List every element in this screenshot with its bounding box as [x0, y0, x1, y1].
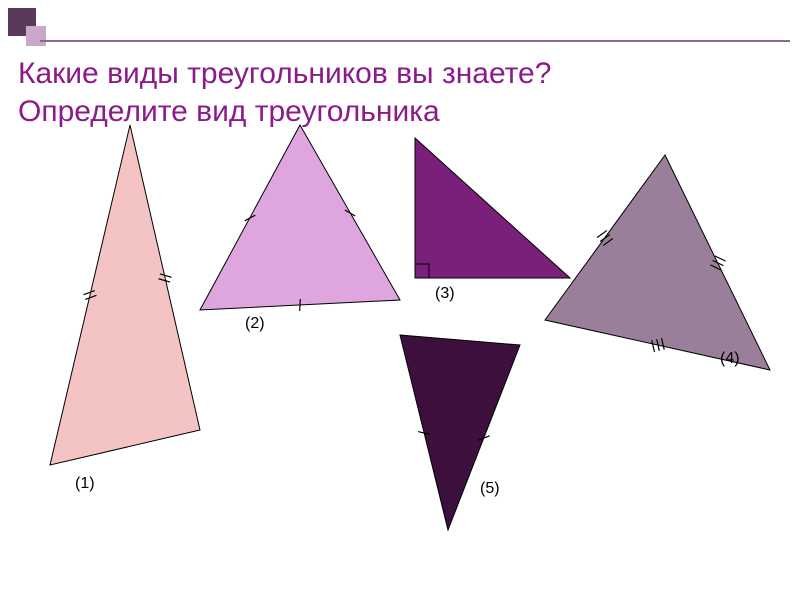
triangle-label-5: (5)	[480, 480, 500, 498]
triangles-canvas	[0, 0, 800, 600]
triangle-label-2: (2)	[245, 315, 265, 333]
triangle-label-3: (3)	[435, 285, 455, 303]
triangle-2	[200, 125, 400, 311]
triangle-1	[50, 125, 200, 465]
triangle-3	[415, 138, 570, 278]
triangle-label-4: (4)	[720, 350, 740, 368]
triangle-label-1: (1)	[75, 475, 95, 493]
triangle-4	[545, 155, 770, 370]
triangle-5	[400, 335, 520, 530]
